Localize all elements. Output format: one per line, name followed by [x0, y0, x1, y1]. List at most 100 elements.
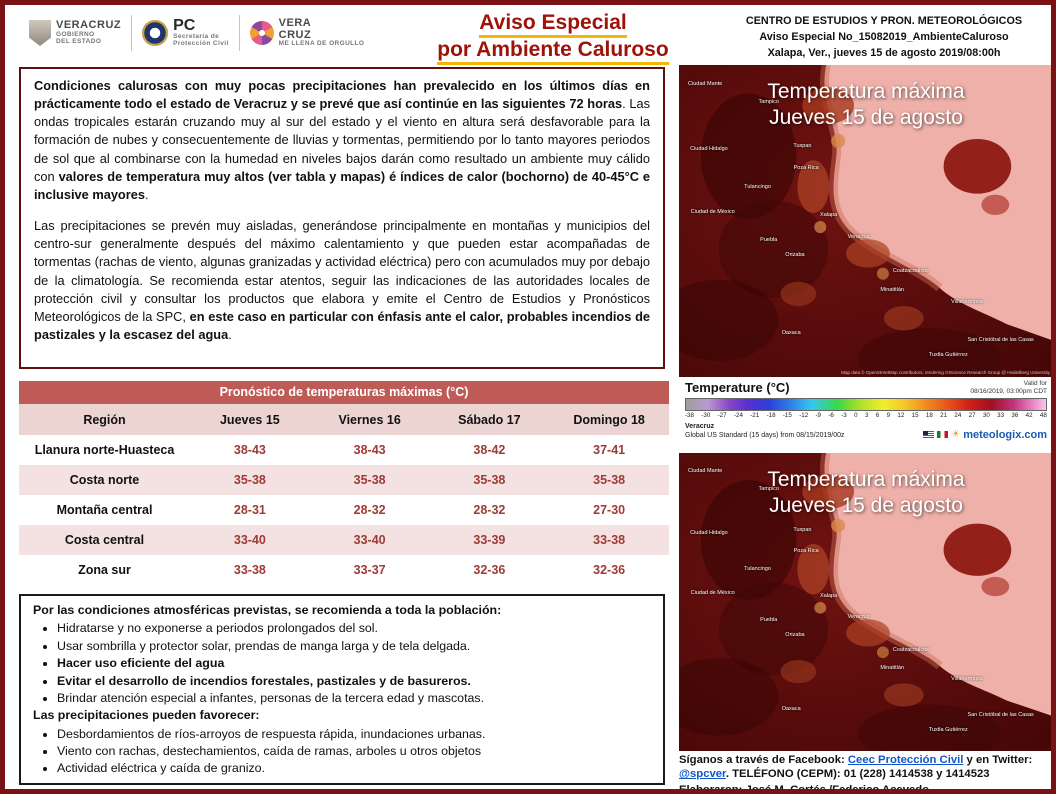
logo-row: VERACRUZ GOBIERNO DEL ESTADO PC Secretar…: [29, 15, 364, 51]
recommendations-title: Por las condiciones atmosféricas previst…: [33, 603, 502, 617]
recommendations-box: Por las condiciones atmosféricas previst…: [19, 594, 665, 785]
city-label: Minatitlán: [880, 664, 904, 671]
scale-tick: 6: [875, 411, 880, 419]
city-label: Tulancingo: [744, 183, 771, 190]
table-row: Costa central 33-40 33-40 33-39 33-38: [19, 525, 669, 555]
map-title: Temperatura máxima Jueves 15 de agosto: [679, 467, 1051, 520]
map-title-line2: Jueves 15 de agosto: [769, 106, 963, 130]
temp-range-cell: 38-43: [353, 443, 386, 457]
issue-datetime: Xalapa, Ver., jueves 15 de agosto 2019/0…: [767, 47, 1001, 60]
link[interactable]: @spcver: [679, 768, 726, 781]
temp-range-cell: 38-43: [233, 443, 266, 457]
model-region: Veracruz: [685, 422, 715, 430]
city-label: Veracruz: [847, 613, 870, 620]
temp-range-cell: 28-32: [353, 503, 386, 517]
sun-icon: ☀: [951, 428, 961, 440]
temp-range-cell: 28-32: [473, 503, 506, 517]
temp-range-cell: 35-38: [549, 465, 669, 495]
header: VERACRUZ GOBIERNO DEL ESTADO PC Secretar…: [15, 9, 1051, 66]
temp-range-cell: 35-38: [190, 465, 310, 495]
scale-tick: -18: [766, 411, 776, 419]
recommendation-item: Hacer uso eficiente del agua: [57, 655, 651, 671]
temp-range-cell: 33-39: [429, 525, 550, 555]
recommendation-item: Hidratarse y no exponerse a periodos pro…: [57, 620, 651, 636]
temp-range-cell: 33-40: [309, 525, 430, 555]
scale-tick: 3: [864, 411, 869, 419]
meteologix-brand[interactable]: ☀ meteologix.com: [923, 429, 1047, 441]
scale-tick: -12: [799, 411, 809, 419]
city-label: Veracruz: [847, 233, 870, 240]
scale-tick: 33: [997, 411, 1005, 419]
text-segment: valores de temperatura muy altos (ver ta…: [34, 168, 650, 202]
city-label: Oaxaca: [781, 330, 801, 337]
scale-tick: -27: [717, 411, 727, 419]
city-label: San Cristóbal de las Casas: [967, 712, 1034, 719]
map-attribution: Map data © OpenStreetMap contributors, r…: [841, 370, 1050, 375]
text-segment: y en Twitter:: [963, 754, 1033, 766]
divider: [238, 15, 240, 51]
table-row: Llanura norte-Huasteca 38-43 38-43 38-42 37-…: [19, 435, 669, 465]
city-label: Oaxaca: [781, 706, 801, 713]
column-header: Sábado 17: [429, 404, 550, 435]
map-image: [679, 65, 1051, 377]
scale-tick: 0: [854, 411, 858, 419]
city-label: Tuxtla Gutiérrez: [928, 727, 968, 734]
map-title-line1: Temperatura máxima: [767, 468, 965, 491]
scale-tick: -3: [841, 411, 847, 419]
scale-tick: -9: [815, 411, 822, 419]
proteccion-civil-logo: PC Secretaría de Protección Civil: [142, 18, 229, 48]
column-header: Jueves 15: [190, 404, 310, 435]
temp-range-cell: 33-37: [353, 563, 386, 577]
text-segment: en este caso en particular con énfasis a…: [34, 308, 650, 343]
region-cell: Montaña central: [56, 503, 153, 517]
city-label: Villahermosa: [951, 299, 983, 306]
city-label: Tuxpan: [793, 527, 812, 534]
city-label: Poza Rica: [793, 164, 819, 171]
city-label: Coatzacoalcos: [892, 267, 929, 274]
pc-emblem-icon: [142, 20, 169, 46]
recommendation-item: Brindar atención especial a infantes, pe…: [57, 690, 651, 706]
temp-range-cell: 35-38: [429, 465, 550, 495]
text-segment: .: [144, 186, 149, 202]
precipitation-item: Actividad eléctrica y caída de granizo.: [57, 760, 651, 776]
valid-datetime: 08/16/2019, 03:00pm CDT: [970, 388, 1047, 396]
scale-tick: 12: [897, 411, 905, 419]
column-header: Domingo 18: [549, 404, 669, 435]
city-label: Xalapa: [820, 211, 838, 218]
title-line-1: Aviso Especial: [479, 11, 627, 39]
us-flag-icon: [923, 431, 935, 439]
scale-tick: 15: [911, 411, 919, 419]
recommendation-item: Usar sombrilla y protector solar, prenda…: [57, 638, 651, 654]
table-row: Zona sur 33-38 33-37 32-36 32-36: [19, 555, 669, 585]
footer: Síganos a través de Facebook: Ceec Prote…: [679, 753, 1051, 789]
temp-range-cell: 32-36: [473, 563, 506, 577]
scale-tick: 36: [1011, 411, 1019, 419]
temp-range-cell: 32-36: [593, 563, 626, 577]
scale-tick: -15: [782, 411, 792, 419]
forecast-table: Pronóstico de temperaturas máximas (°C) …: [19, 381, 669, 585]
temp-range-cell: 38-42: [473, 443, 506, 457]
link[interactable]: Ceec Protección Civil: [847, 754, 964, 766]
recommendation-item: Evitar el desarrollo de incendios forest…: [57, 673, 651, 689]
city-label: Tampico: [758, 485, 779, 492]
text-segment: Síganos a través de Facebook:: [679, 754, 848, 766]
scale-tick: -30: [701, 411, 711, 419]
scale-tick: 27: [968, 411, 976, 419]
gobierno-veracruz-logo: VERACRUZ GOBIERNO DEL ESTADO: [29, 20, 121, 46]
city-label: Minatitlán: [880, 286, 904, 293]
map-title: Temperatura máxima Jueves 15 de agosto: [679, 79, 1051, 132]
city-label: Ciudad Hidalgo: [690, 530, 728, 537]
advisory-text-box: Condiciones calurosas con muy pocas prec…: [19, 67, 665, 369]
advisory-paragraph-1: Condiciones calurosas con muy pocas prec…: [34, 77, 650, 204]
city-label: Orizaba: [785, 252, 805, 259]
scale-tick: -21: [750, 411, 760, 419]
text-segment: . Las ondas tropicales estarán cruzando …: [34, 96, 650, 184]
scale-tick: 18: [925, 411, 933, 419]
text-segment: Condiciones calurosas con muy pocas prec…: [34, 78, 650, 112]
veracruz-brand-logo: VERA CRUZ ME LLENA DE ORGULLO: [249, 17, 365, 48]
pc-abbr: PC: [173, 17, 196, 35]
logo-gov-sub1: GOBIERNO: [56, 30, 95, 38]
temp-range-cell: 28-31: [233, 503, 266, 517]
map-title-line1: Temperatura máxima: [767, 80, 965, 103]
model-info: Veracruz Global US Standard (15 days) fr…: [685, 422, 845, 441]
